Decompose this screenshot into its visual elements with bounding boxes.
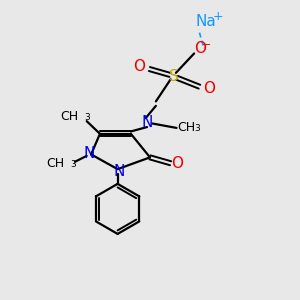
- Text: N: N: [113, 164, 125, 179]
- Text: CH: CH: [46, 157, 64, 170]
- Text: N: N: [84, 146, 95, 161]
- Text: CH: CH: [61, 110, 79, 123]
- Text: O: O: [171, 156, 183, 171]
- Text: 3: 3: [85, 112, 90, 122]
- Text: S: S: [169, 69, 178, 84]
- Text: N: N: [141, 115, 153, 130]
- Text: Na: Na: [196, 14, 216, 29]
- Text: O: O: [203, 81, 215, 96]
- Text: O: O: [194, 41, 206, 56]
- Text: CH: CH: [177, 122, 195, 134]
- Text: 3: 3: [70, 160, 76, 169]
- Text: 3: 3: [195, 124, 200, 133]
- Text: +: +: [213, 10, 224, 22]
- Text: −: −: [202, 40, 211, 50]
- Text: O: O: [133, 58, 145, 74]
